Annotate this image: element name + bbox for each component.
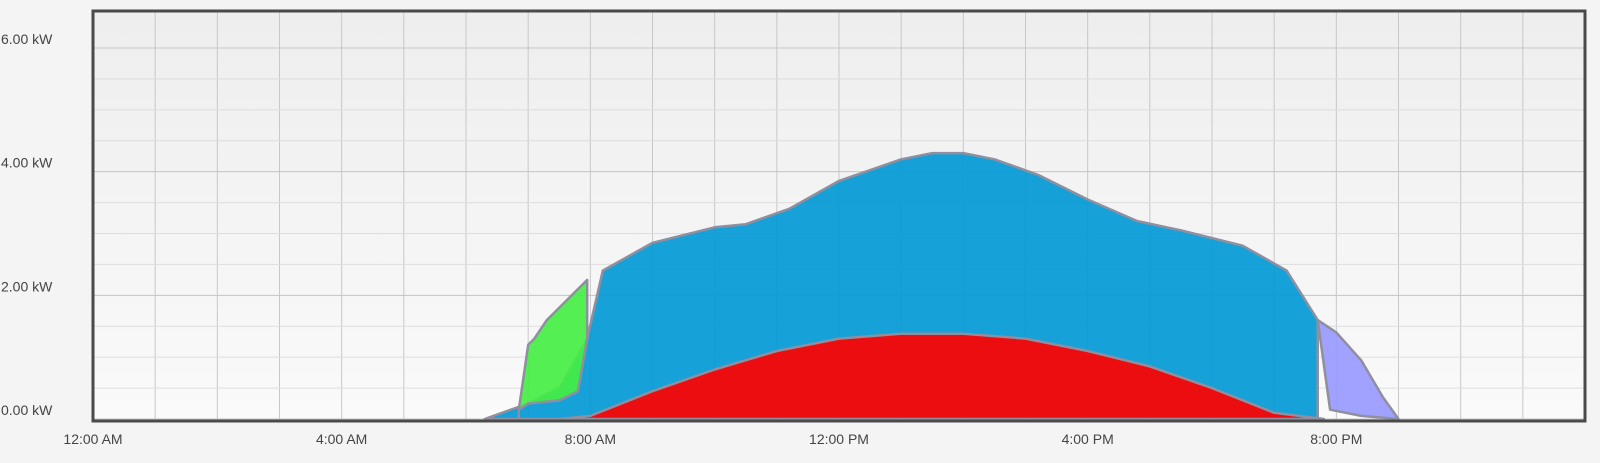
plot-border bbox=[91, 9, 1587, 423]
y-tick-label: 6.00 kW bbox=[1, 31, 53, 47]
x-tick-label: 12:00 PM bbox=[809, 431, 869, 447]
y-tick-label: 4.00 kW bbox=[1, 155, 53, 171]
y-tick-label: 0.00 kW bbox=[1, 402, 53, 418]
series-area-1 bbox=[483, 151, 1319, 421]
x-tick-label: 4:00 PM bbox=[1062, 431, 1114, 447]
x-axis: 12:00 AM 4:00 AM 8:00 AM 12:00 PM 4:00 PM 8:0… bbox=[63, 431, 1362, 447]
y-tick-label: 2.00 kW bbox=[1, 278, 53, 294]
x-tick-label: 12:00 AM bbox=[63, 431, 122, 447]
series-area-3 bbox=[558, 332, 1326, 421]
series-area-4 bbox=[1316, 318, 1400, 421]
series-area-2 bbox=[517, 278, 589, 421]
y-axis: 0.00 kW 2.00 kW 4.00 kW 6.00 kW bbox=[1, 31, 53, 418]
x-tick-label: 4:00 AM bbox=[316, 431, 367, 447]
x-tick-label: 8:00 PM bbox=[1310, 431, 1362, 447]
series-layer bbox=[483, 151, 1400, 421]
x-tick-label: 8:00 AM bbox=[565, 431, 616, 447]
